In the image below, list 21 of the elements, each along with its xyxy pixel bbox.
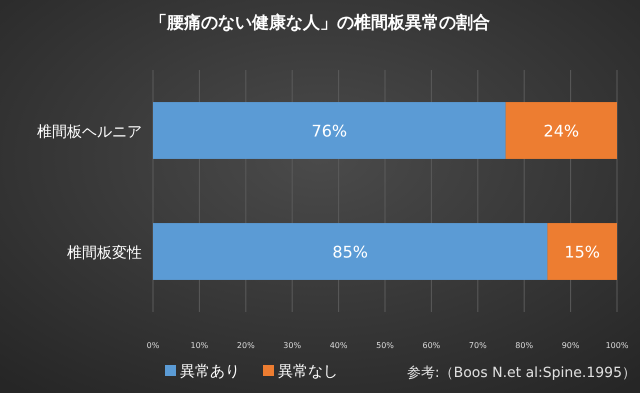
x-tick-label: 50% — [376, 341, 394, 350]
chart-title: 「腰痛のない健康な人」の椎間板異常の割合 — [150, 13, 490, 33]
y-tick-label: 椎間板変性 — [67, 244, 142, 262]
y-tick-label: 椎間板ヘルニア — [37, 122, 142, 140]
x-tick-label: 10% — [190, 341, 209, 350]
x-tick-label: 70% — [468, 341, 488, 350]
data-label: 24% — [544, 122, 580, 140]
x-tick-label: 40% — [330, 341, 348, 350]
x-tick-label: 30% — [283, 341, 302, 350]
x-tick-label: 20% — [236, 341, 256, 350]
x-tick-label: 90% — [562, 341, 580, 350]
text: 参考:（Boos N.et al:Spine.1995） — [406, 365, 636, 381]
x-tick-label: 60% — [422, 341, 441, 350]
data-label: 85% — [332, 242, 368, 262]
data-label: 76% — [312, 122, 348, 140]
legend-label: 異常なし — [278, 362, 338, 380]
x-tick-label: 80% — [515, 341, 534, 350]
x-tick-label: 0% — [146, 341, 160, 350]
legend-label: 異常あり — [180, 362, 240, 380]
x-tick-label: 100% — [606, 341, 629, 350]
data-label: 15% — [564, 242, 600, 262]
